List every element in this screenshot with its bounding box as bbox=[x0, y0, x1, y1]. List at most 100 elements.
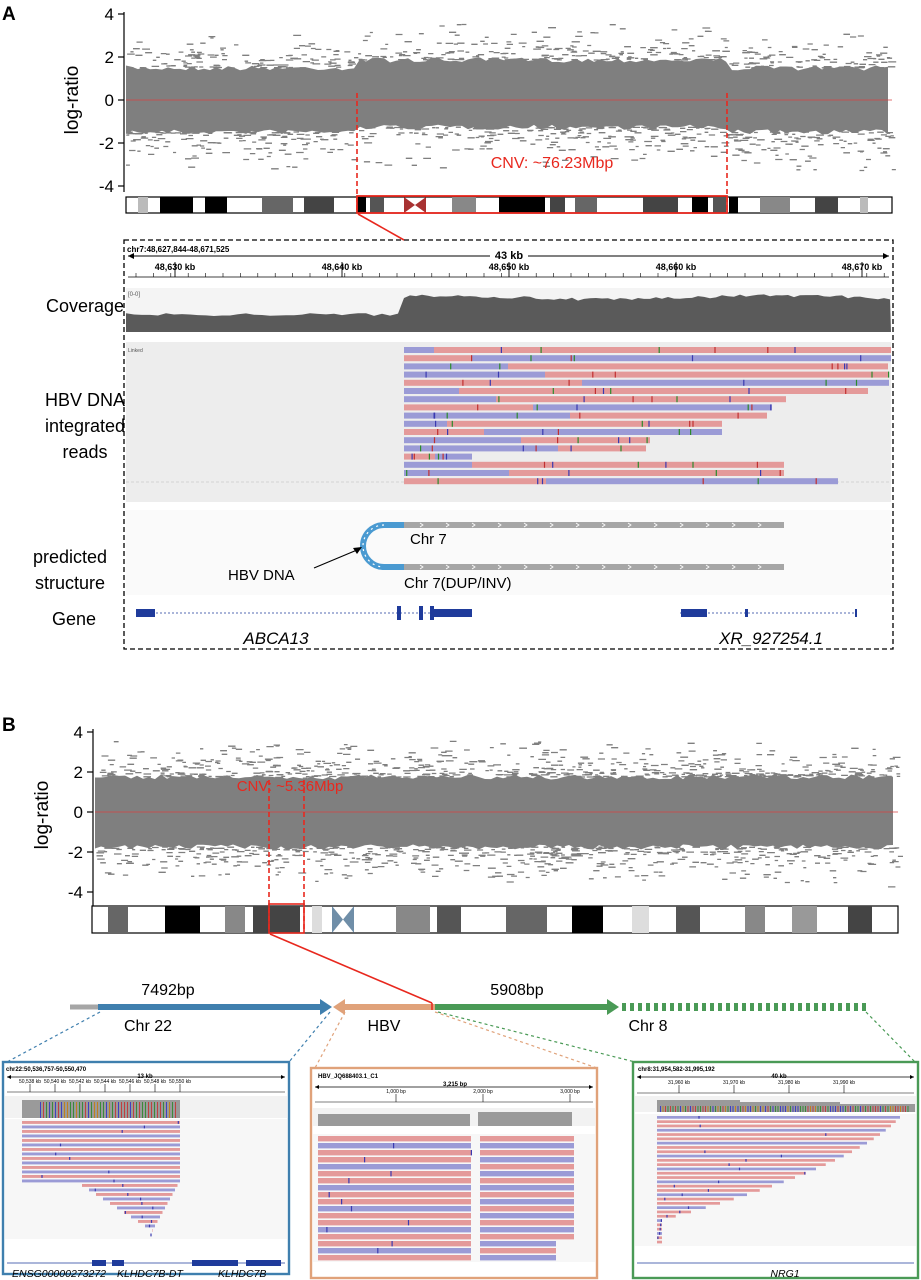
read bbox=[582, 379, 889, 386]
inset-coverage-mismatch bbox=[136, 1102, 137, 1118]
panel-b-junction-diagram: 7492bp 5908bp Chr 22 HBV Chr 8 bbox=[6, 982, 916, 1069]
inset-read bbox=[657, 1171, 806, 1175]
read-mismatch bbox=[462, 379, 464, 386]
read-mismatch bbox=[779, 470, 781, 476]
inset-read bbox=[318, 1248, 471, 1254]
ideogram-band bbox=[452, 197, 476, 213]
inset-chr8: 31,960 kb 31,970 kb 31,980 kb 31,990 kb bbox=[631, 1060, 920, 1280]
inset-coverage-mismatch bbox=[737, 1106, 739, 1112]
inset-read bbox=[22, 1148, 180, 1151]
read-mismatch bbox=[497, 371, 500, 378]
read-mismatch bbox=[543, 461, 546, 468]
inset-read-mismatch bbox=[728, 1163, 730, 1166]
read-mismatch bbox=[477, 404, 479, 411]
inset-coverage-mismatch bbox=[730, 1106, 731, 1112]
inset-read-mismatch bbox=[364, 1157, 366, 1163]
inset-read bbox=[117, 1206, 165, 1210]
inset-coverage-mismatch bbox=[855, 1106, 856, 1112]
inset-coverage-mismatch bbox=[837, 1106, 839, 1112]
inset-coverage-mismatch bbox=[715, 1106, 716, 1112]
inset-coverage-mismatch bbox=[154, 1102, 155, 1118]
label-reads-3: reads bbox=[62, 442, 107, 462]
inset-coverage-mismatch bbox=[885, 1106, 886, 1112]
inset-coverage-mismatch bbox=[52, 1102, 53, 1118]
inset-read-mismatch bbox=[326, 1227, 328, 1233]
inset-read-mismatch bbox=[94, 1188, 96, 1192]
inset-read bbox=[96, 1193, 173, 1196]
inset-coverage-mismatch bbox=[58, 1102, 59, 1118]
read-mismatch bbox=[557, 429, 559, 435]
inset-coverage-mismatch bbox=[46, 1102, 47, 1118]
inset-coverage-mismatch bbox=[755, 1106, 756, 1112]
inset-read-mismatch bbox=[660, 1223, 662, 1227]
read-mismatch bbox=[446, 412, 448, 419]
inset-read-mismatch bbox=[59, 1143, 62, 1147]
structure-top-label: Chr 7 bbox=[410, 531, 447, 548]
inset-read bbox=[480, 1206, 574, 1212]
inset-read bbox=[657, 1197, 734, 1201]
inset-read-mismatch bbox=[657, 1236, 659, 1240]
inset-coverage-mismatch bbox=[745, 1106, 746, 1112]
read bbox=[435, 453, 472, 460]
inset0-locus: chr22:50,536,757-50,550,470 bbox=[6, 1067, 87, 1073]
read-mismatch bbox=[406, 470, 408, 476]
read-mismatch bbox=[888, 371, 890, 378]
read-mismatch bbox=[500, 347, 502, 353]
inset0-gene-ensg: ENSG00000273272 bbox=[12, 1268, 106, 1280]
inset-read-mismatch bbox=[113, 1179, 115, 1183]
panel-a-scatter-points bbox=[126, 23, 897, 172]
inset-read bbox=[657, 1133, 880, 1136]
inset-coverage-mismatch bbox=[667, 1106, 669, 1112]
inset-coverage-mismatch bbox=[825, 1106, 826, 1112]
inset-read-mismatch bbox=[328, 1192, 330, 1198]
inset-coverage-mismatch bbox=[807, 1106, 809, 1112]
inset-read-mismatch bbox=[124, 1211, 126, 1214]
read-mismatch bbox=[447, 429, 449, 435]
inset-coverage-mismatch bbox=[702, 1106, 704, 1112]
inset-read bbox=[657, 1202, 720, 1205]
inset2-locus: chr8:31,954,582-31,995,192 bbox=[638, 1067, 715, 1073]
inset-coverage-mismatch bbox=[103, 1102, 104, 1118]
inset-coverage-mismatch bbox=[827, 1106, 829, 1112]
scatter-band bbox=[126, 57, 888, 135]
inset-coverage-mismatch bbox=[765, 1106, 766, 1112]
read bbox=[447, 420, 722, 427]
inset-coverage-mismatch bbox=[64, 1102, 65, 1118]
inset-tick-label: 50,542 kb bbox=[69, 1079, 91, 1085]
inset-read-mismatch bbox=[659, 1232, 661, 1235]
inset-coverage-mismatch bbox=[835, 1106, 836, 1112]
inset-coverage-mismatch bbox=[770, 1106, 771, 1112]
inset-tick-label: 50,540 kb bbox=[44, 1079, 66, 1085]
inset-coverage-mismatch bbox=[847, 1106, 849, 1112]
inset-read bbox=[657, 1154, 844, 1158]
inset-coverage-mismatch bbox=[832, 1106, 834, 1112]
ytick-label: 4 bbox=[74, 723, 83, 742]
read-mismatch bbox=[690, 429, 692, 435]
read-mismatch bbox=[541, 478, 544, 485]
inset-coverage-mismatch bbox=[842, 1106, 844, 1112]
inset-coverage-mismatch bbox=[115, 1102, 116, 1118]
structure-bottom-label: Chr 7(DUP/INV) bbox=[404, 575, 512, 592]
inset-read bbox=[22, 1179, 180, 1183]
ytick-label: 2 bbox=[74, 763, 83, 782]
inset-coverage-mismatch bbox=[127, 1102, 128, 1118]
ytick-label: -4 bbox=[99, 177, 114, 196]
gene-abca13: ABCA13 bbox=[242, 629, 309, 648]
read-mismatch bbox=[576, 404, 578, 411]
read-mismatch bbox=[729, 396, 731, 403]
tick-label: 48,670 kb bbox=[842, 262, 883, 272]
inset-coverage-mismatch bbox=[55, 1102, 56, 1118]
read bbox=[404, 429, 484, 435]
inset-coverage-mismatch bbox=[109, 1102, 110, 1118]
tick-label: 48,660 kb bbox=[656, 262, 697, 272]
inset-read bbox=[318, 1199, 471, 1205]
inset-tick-label: 50,546 kb bbox=[119, 1079, 141, 1085]
inset-read bbox=[138, 1220, 158, 1223]
read bbox=[404, 379, 582, 386]
inset-coverage-mismatch bbox=[175, 1102, 176, 1118]
read bbox=[471, 355, 891, 362]
ideogram-band bbox=[848, 906, 872, 933]
inset-coverage-mismatch bbox=[757, 1106, 759, 1112]
inset-read bbox=[480, 1220, 574, 1226]
read-mismatch bbox=[573, 355, 575, 362]
